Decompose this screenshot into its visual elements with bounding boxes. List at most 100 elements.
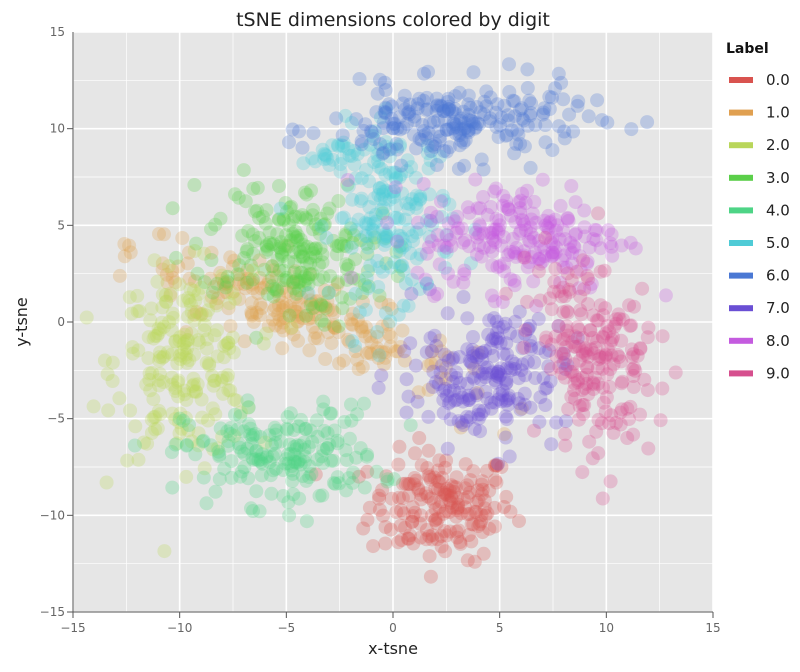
point-digit-2.0 — [179, 347, 194, 362]
point-digit-8.0 — [380, 215, 395, 230]
point-digit-1.0 — [286, 275, 301, 289]
point-digit-6.0 — [479, 84, 494, 99]
point-digit-0.0 — [444, 491, 459, 506]
point-digit-1.0 — [317, 298, 332, 313]
point-digit-7.0 — [538, 381, 553, 396]
point-digit-3.0 — [282, 308, 297, 323]
point-digit-9.0 — [587, 370, 602, 385]
point-digit-9.0 — [633, 341, 648, 356]
point-digit-3.0 — [314, 313, 329, 328]
point-digit-8.0 — [561, 213, 576, 228]
point-digit-2.0 — [160, 345, 175, 360]
point-digit-9.0 — [559, 304, 574, 319]
point-digit-0.0 — [440, 481, 455, 496]
point-digit-8.0 — [507, 273, 522, 288]
point-digit-3.0 — [241, 224, 256, 238]
point-digit-7.0 — [489, 375, 503, 390]
point-digit-5.0 — [401, 298, 416, 313]
point-digit-2.0 — [164, 377, 179, 392]
point-digit-8.0 — [540, 220, 555, 235]
point-digit-8.0 — [523, 226, 538, 241]
point-digit-5.0 — [380, 229, 395, 243]
point-digit-3.0 — [293, 265, 308, 280]
point-digit-6.0 — [516, 113, 531, 128]
point-digit-2.0 — [171, 373, 186, 388]
point-digit-3.0 — [252, 230, 267, 245]
point-digit-6.0 — [504, 123, 519, 138]
point-digit-9.0 — [568, 339, 583, 354]
point-digit-7.0 — [408, 358, 423, 373]
point-digit-0.0 — [454, 506, 469, 521]
point-digit-4.0 — [323, 406, 338, 421]
point-digit-0.0 — [422, 529, 437, 544]
point-digit-1.0 — [302, 343, 317, 358]
point-digit-0.0 — [456, 492, 471, 506]
point-digit-7.0 — [443, 412, 458, 427]
point-digit-5.0 — [413, 247, 428, 262]
point-digit-2.0 — [193, 308, 208, 322]
point-digit-8.0 — [504, 208, 519, 223]
point-digit-2.0 — [185, 379, 200, 394]
point-digit-4.0 — [299, 473, 314, 488]
legend-label: 2.0 — [766, 136, 790, 154]
point-digit-6.0 — [400, 106, 415, 121]
point-digit-1.0 — [165, 270, 180, 285]
point-digit-9.0 — [578, 341, 593, 356]
point-digit-8.0 — [474, 249, 489, 264]
point-digit-7.0 — [425, 380, 440, 394]
point-digit-8.0 — [546, 237, 561, 252]
point-digit-8.0 — [485, 258, 500, 273]
point-digit-3.0 — [355, 286, 370, 301]
point-digit-9.0 — [575, 465, 590, 480]
point-digit-6.0 — [507, 94, 522, 109]
point-digit-5.0 — [412, 222, 427, 236]
point-digit-8.0 — [441, 216, 456, 231]
point-digit-8.0 — [487, 184, 502, 199]
point-digit-6.0 — [441, 122, 456, 137]
point-digit-5.0 — [366, 216, 381, 231]
point-digit-2.0 — [172, 333, 187, 348]
point-digit-7.0 — [460, 376, 475, 391]
point-digit-1.0 — [232, 267, 247, 282]
point-digit-5.0 — [434, 210, 449, 224]
legend: Label 0.01.02.03.04.05.06.07.08.09.0 — [726, 41, 790, 382]
point-digit-5.0 — [365, 128, 380, 143]
point-digit-7.0 — [491, 392, 506, 407]
point-digit-7.0 — [499, 336, 514, 351]
point-digit-2.0 — [229, 393, 244, 408]
point-digit-0.0 — [449, 509, 464, 524]
point-digit-4.0 — [212, 472, 227, 487]
point-digit-0.0 — [407, 471, 422, 485]
point-digit-1.0 — [364, 335, 379, 350]
point-digit-6.0 — [454, 111, 469, 126]
point-digit-8.0 — [658, 288, 673, 303]
point-digit-0.0 — [439, 528, 454, 543]
point-digit-6.0 — [429, 91, 444, 106]
point-digit-6.0 — [457, 158, 472, 173]
point-digit-8.0 — [503, 272, 518, 287]
point-digit-4.0 — [234, 444, 249, 459]
point-digit-9.0 — [564, 273, 579, 288]
point-digit-3.0 — [288, 209, 302, 224]
point-digit-8.0 — [490, 260, 505, 275]
point-digit-5.0 — [389, 171, 404, 186]
point-digit-3.0 — [272, 212, 286, 227]
point-digit-4.0 — [286, 466, 300, 481]
point-digit-1.0 — [307, 331, 322, 346]
point-digit-3.0 — [276, 213, 291, 228]
point-digit-3.0 — [259, 238, 274, 253]
point-digit-1.0 — [268, 318, 283, 333]
series-6.0 — [282, 57, 655, 177]
point-digit-5.0 — [422, 187, 437, 202]
point-digit-4.0 — [297, 449, 312, 464]
point-digit-7.0 — [502, 391, 516, 406]
point-digit-5.0 — [375, 264, 390, 279]
point-digit-9.0 — [604, 408, 619, 423]
point-digit-9.0 — [571, 412, 586, 427]
point-digit-6.0 — [441, 102, 456, 117]
legend-swatch — [729, 240, 753, 246]
point-digit-6.0 — [538, 135, 553, 150]
point-digit-0.0 — [440, 488, 455, 502]
point-digit-9.0 — [620, 431, 635, 445]
point-digit-6.0 — [557, 124, 572, 139]
